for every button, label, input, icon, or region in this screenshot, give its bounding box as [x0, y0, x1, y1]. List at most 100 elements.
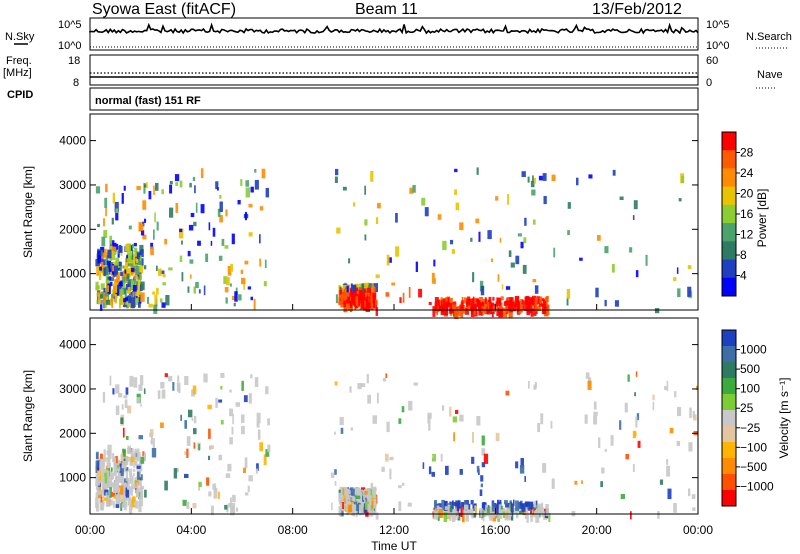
- power-cell: [487, 303, 490, 310]
- velocity-cell: [455, 502, 459, 507]
- power-cell: [253, 298, 256, 310]
- power-colorbar-swatch: [722, 259, 736, 279]
- velocity-cell: [136, 482, 138, 493]
- velocity-cell: [652, 401, 655, 411]
- velocity-cell: [593, 401, 597, 410]
- velocity-cell: [377, 392, 379, 404]
- velocity-cell: [487, 505, 490, 509]
- velocity-cell: [669, 427, 674, 434]
- power-cell: [508, 308, 513, 319]
- power-cell: [472, 272, 475, 283]
- velocity-cell: [109, 478, 113, 490]
- power-cell: [140, 249, 144, 258]
- velocity-cell: [524, 507, 527, 519]
- power-cell: [677, 288, 681, 298]
- power-cell: [338, 297, 341, 304]
- velocity-cell: [127, 405, 132, 414]
- power-cell: [156, 287, 159, 295]
- power-cell: [219, 201, 223, 212]
- velocity-cell: [116, 465, 120, 469]
- velocity-cell: [115, 384, 120, 394]
- power-cell: [409, 187, 414, 194]
- velocity-cell: [138, 492, 142, 500]
- velocity-cell: [109, 375, 112, 386]
- power-cell: [104, 292, 109, 297]
- velocity-cell: [351, 488, 355, 497]
- power-cell: [467, 296, 471, 301]
- velocity-cell: [102, 457, 107, 462]
- velocity-cell: [482, 509, 485, 517]
- velocity-cell: [457, 512, 461, 521]
- velocity-cell: [521, 503, 526, 512]
- power-cell: [525, 296, 528, 304]
- nsearch-label: N.Search: [746, 31, 792, 43]
- velocity-cell: [184, 420, 187, 429]
- power-colorbar-tick-label: 12: [740, 228, 754, 242]
- velocity-cell: [160, 382, 165, 389]
- velocity-cell: [470, 500, 474, 505]
- velocity-cell: [533, 502, 536, 508]
- velocity-yaxis: 1000 2000 3000 4000: [59, 338, 698, 485]
- power-cell: [112, 265, 114, 272]
- power-cell: [110, 240, 115, 246]
- power-cell: [125, 300, 128, 305]
- ytick-label: 3000: [59, 382, 86, 396]
- velocity-cell: [348, 495, 351, 505]
- velocity-cell: [140, 485, 145, 490]
- power-cell: [103, 297, 106, 309]
- power-cell: [127, 295, 131, 302]
- velocity-cell: [115, 456, 118, 464]
- velocity-cell: [428, 466, 432, 475]
- power-cell: [338, 301, 343, 306]
- velocity-cell: [121, 465, 124, 471]
- velocity-cell: [105, 498, 110, 507]
- power-cell: [150, 242, 154, 249]
- velocity-cell: [636, 413, 640, 421]
- velocity-cell: [134, 460, 138, 466]
- velocity-cell: [118, 487, 121, 493]
- velocity-cell: [220, 373, 225, 378]
- velocity-cell: [107, 495, 111, 500]
- velocity-cell: [139, 468, 141, 478]
- velocity-cell: [364, 501, 370, 510]
- power-cell: [434, 277, 436, 284]
- power-cell: [449, 297, 453, 307]
- power-cell: [532, 279, 537, 283]
- beam-title: Beam 11: [355, 1, 418, 18]
- velocity-cell: [518, 511, 524, 515]
- velocity-cell: [191, 417, 194, 421]
- power-cell: [485, 302, 490, 307]
- velocity-colorbar-tick-label: 1000: [740, 343, 767, 357]
- power-cell: [520, 241, 524, 249]
- velocity-cell: [100, 496, 103, 503]
- velocity-colorbar-tick-label: 500: [740, 362, 760, 376]
- velocity-cell: [382, 378, 386, 382]
- power-cell: [200, 204, 205, 214]
- power-cell: [576, 177, 579, 186]
- power-cell: [351, 295, 354, 304]
- power-panel-frame: [89, 113, 699, 311]
- velocity-cell: [519, 465, 525, 474]
- velocity-cell: [164, 480, 168, 491]
- velocity-cell: [346, 488, 349, 499]
- velocity-cell: [343, 495, 346, 503]
- power-cell: [334, 176, 338, 183]
- power-cell: [195, 282, 199, 289]
- velocity-cell: [119, 491, 124, 503]
- velocity-cell: [115, 501, 120, 508]
- velocity-cell: [619, 420, 622, 430]
- velocity-cell: [545, 507, 549, 517]
- velocity-cell: [449, 512, 454, 517]
- power-cell: [346, 285, 349, 293]
- velocity-cell: [138, 435, 143, 440]
- velocity-cell: [637, 440, 641, 448]
- power-cell: [364, 297, 367, 308]
- velocity-cell: [236, 507, 239, 512]
- velocity-cell: [139, 460, 143, 472]
- power-cell: [128, 263, 134, 267]
- velocity-cell: [422, 462, 425, 469]
- power-cell: [109, 281, 113, 287]
- velocity-cell: [368, 505, 374, 510]
- velocity-cell: [140, 456, 145, 464]
